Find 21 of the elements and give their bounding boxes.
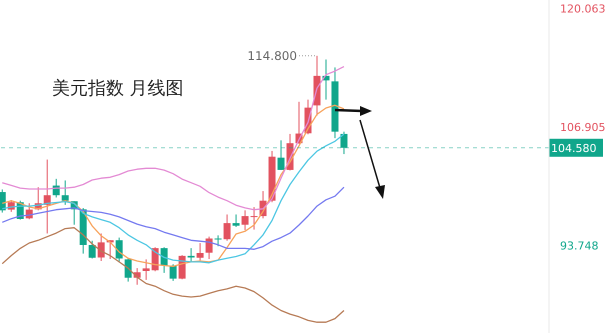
y-tick-label: 106.905 xyxy=(560,120,605,134)
candlestick xyxy=(88,240,96,259)
candlestick xyxy=(224,214,231,242)
line-series xyxy=(2,227,345,323)
candlestick xyxy=(340,131,348,155)
y-tick-label: 120.063 xyxy=(560,2,605,16)
candlestick xyxy=(250,206,258,230)
candlestick xyxy=(232,214,240,228)
candlestick xyxy=(188,248,195,262)
candlestick xyxy=(278,140,285,170)
ref-line-label: 104.580 xyxy=(551,142,596,155)
text: 美元指数 月线图 xyxy=(52,77,184,100)
candlestick xyxy=(196,242,204,261)
annotation: 114.800 xyxy=(247,48,297,63)
candlestick xyxy=(214,234,222,247)
candlestick xyxy=(242,210,249,231)
candlestick xyxy=(116,237,123,263)
candlestick xyxy=(142,258,150,280)
candlestick xyxy=(62,180,69,206)
y-tick-label: 93.748 xyxy=(560,239,598,252)
candlestick xyxy=(0,188,6,214)
